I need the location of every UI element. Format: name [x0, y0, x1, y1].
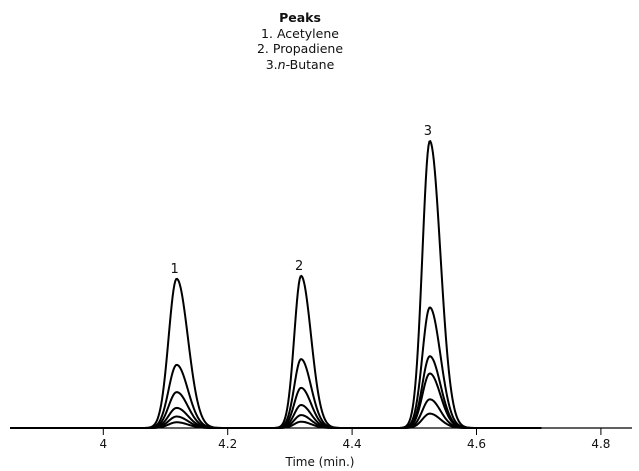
chromatogram-trace-2	[10, 306, 542, 429]
legend-item-2-num: 2.	[256, 41, 269, 56]
x-ticks: 4 4.2 4.4 4.6 4.8	[99, 428, 610, 451]
legend-item-2-name: Propadiene	[272, 41, 344, 56]
x-tick-label: 4.8	[591, 437, 610, 451]
legend-item-3-italic: n	[277, 56, 286, 72]
legend-item-3-num: 3.	[265, 56, 278, 72]
legend-title: Peaks	[279, 10, 321, 25]
chromatogram-trace-1	[10, 140, 542, 429]
peaks-legend: Peaks 1. Acetylene 2. Propadiene 3.n-But…	[240, 10, 360, 72]
peak-label-2: 2	[295, 259, 303, 274]
peak-label-1: 1	[171, 262, 179, 277]
x-tick-label: 4.6	[467, 437, 486, 451]
chromatogram-trace-6	[10, 412, 542, 429]
legend-item-1-name: Acetylene	[276, 25, 339, 41]
legend-item-2: 2. Propadiene	[240, 41, 360, 57]
x-axis-title: Time (min.)	[285, 455, 355, 469]
peak-label-3: 3	[424, 124, 432, 139]
peak-labels: 1 2 3	[171, 124, 432, 277]
legend-item-1: 1. Acetylene	[240, 26, 360, 42]
legend-item-3: 3.n-Butane	[240, 57, 360, 73]
chromatogram-traces	[10, 140, 542, 429]
legend-item-1-num: 1.	[261, 25, 273, 41]
chromatogram-trace-3	[10, 355, 542, 429]
chromatogram-trace-4	[10, 372, 542, 429]
legend-item-3-name: -Butane	[285, 56, 335, 72]
x-tick-label: 4	[99, 437, 107, 451]
x-tick-label: 4.2	[218, 437, 237, 451]
x-tick-label: 4.4	[343, 437, 362, 451]
